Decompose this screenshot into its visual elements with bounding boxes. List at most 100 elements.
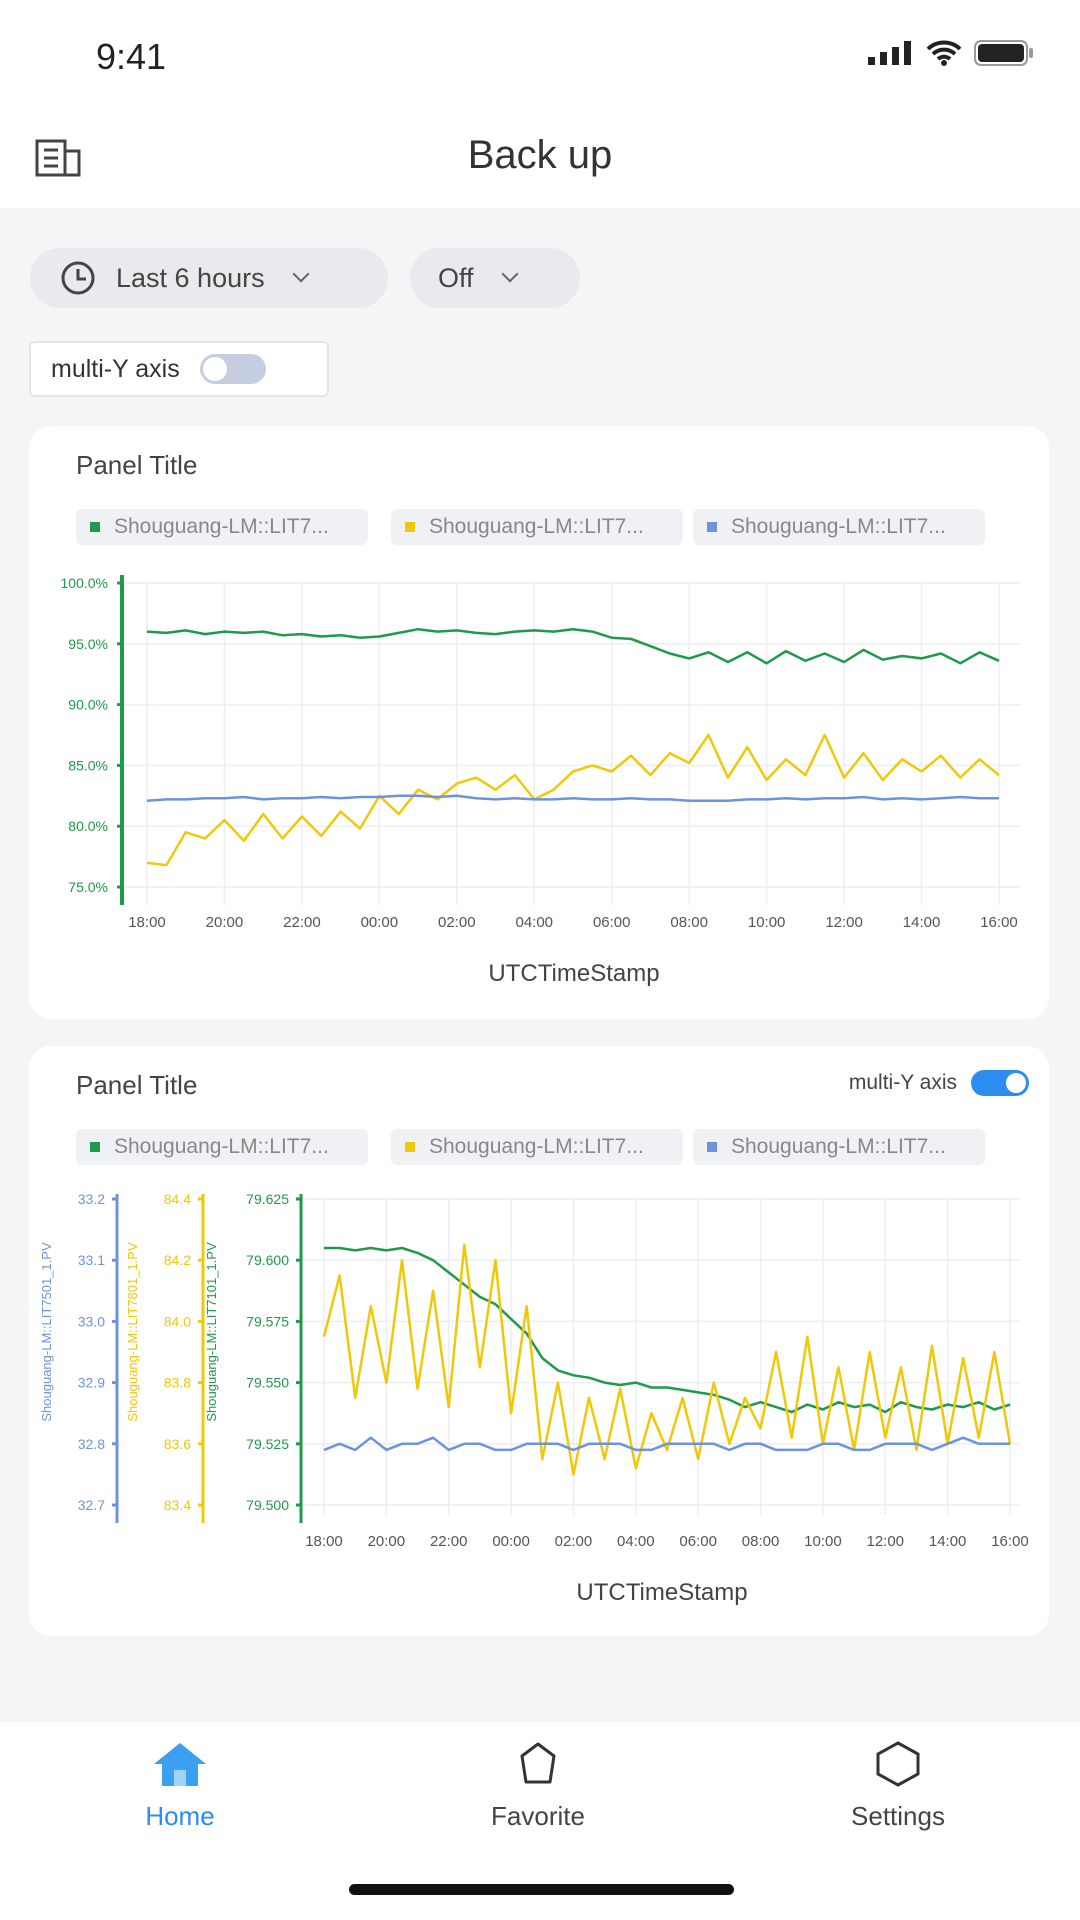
nav-settings[interactable]: Settings bbox=[798, 1740, 998, 1832]
y-tick-label: 33.2 bbox=[78, 1191, 105, 1207]
y-tick-label: 79.550 bbox=[246, 1375, 289, 1391]
x-tick-label: 22:00 bbox=[283, 914, 321, 931]
multi-y-label: multi-Y axis bbox=[51, 354, 180, 383]
y-tick-label: 84.0 bbox=[164, 1313, 191, 1329]
clock-icon bbox=[61, 261, 95, 295]
y-tick-label: 84.2 bbox=[164, 1252, 191, 1268]
legend-item[interactable]: Shouguang-LM::LIT7... bbox=[391, 509, 683, 545]
panel-title: Panel Title bbox=[76, 1070, 198, 1100]
y-tick-label: 32.7 bbox=[78, 1497, 105, 1513]
status-time: 9:41 bbox=[96, 36, 167, 77]
x-tick-label: 08:00 bbox=[742, 1533, 780, 1550]
nav-home[interactable]: Home bbox=[80, 1740, 280, 1832]
x-tick-label: 14:00 bbox=[903, 914, 941, 931]
y-tick-label: 79.600 bbox=[246, 1252, 289, 1268]
x-tick-label: 14:00 bbox=[929, 1533, 967, 1550]
y-tick-label: 85.0% bbox=[68, 757, 108, 773]
legend-label: Shouguang-LM::LIT7... bbox=[429, 1135, 644, 1158]
legend-label: Shouguang-LM::LIT7... bbox=[114, 515, 329, 538]
refresh-value: Off bbox=[438, 262, 474, 293]
y-tick-label: 83.8 bbox=[164, 1375, 191, 1391]
y-tick-label: 80.0% bbox=[68, 818, 108, 834]
x-tick-label: 06:00 bbox=[593, 914, 631, 931]
y-tick-label: 79.500 bbox=[246, 1497, 289, 1513]
legend-label: Shouguang-LM::LIT7... bbox=[429, 515, 644, 538]
legend-label: Shouguang-LM::LIT7... bbox=[731, 1135, 946, 1158]
legend-item[interactable]: Shouguang-LM::LIT7... bbox=[391, 1129, 683, 1165]
signal-icon bbox=[868, 41, 911, 65]
x-tick-label: 16:00 bbox=[980, 914, 1018, 931]
x-axis-title: UTCTimeStamp bbox=[488, 960, 659, 987]
x-tick-label: 18:00 bbox=[305, 1533, 343, 1550]
y-axis-title: Shouguang-LM::LIT7501_1.PV bbox=[39, 1242, 54, 1422]
x-tick-label: 10:00 bbox=[748, 914, 786, 931]
legend-label: Shouguang-LM::LIT7... bbox=[114, 1135, 329, 1158]
x-tick-label: 10:00 bbox=[804, 1533, 842, 1550]
chart-2: 18:00 20:00 22:00 00:00 02:00 04:00 06:00 08:00… bbox=[39, 1191, 1029, 1606]
x-tick-label: 02:00 bbox=[555, 1533, 593, 1550]
x-tick-label: 12:00 bbox=[825, 914, 863, 931]
y-tick-label: 95.0% bbox=[68, 636, 108, 652]
multi-y-toggle[interactable] bbox=[199, 354, 266, 384]
home-icon bbox=[154, 1743, 206, 1786]
x-tick-label: 18:00 bbox=[128, 914, 166, 931]
legend-item[interactable]: Shouguang-LM::LIT7... bbox=[693, 509, 985, 545]
y-tick-label: 90.0% bbox=[68, 697, 108, 713]
refresh-select[interactable]: Off bbox=[410, 248, 580, 308]
x-tick-label: 04:00 bbox=[515, 914, 553, 931]
panel-title: Panel Title bbox=[76, 450, 198, 480]
legend-label: Shouguang-LM::LIT7... bbox=[731, 515, 946, 538]
status-icons bbox=[868, 40, 1034, 66]
x-tick-label: 20:00 bbox=[368, 1533, 406, 1550]
chevron-down-icon bbox=[292, 265, 310, 283]
hexagon-icon bbox=[876, 1741, 920, 1787]
x-axis-title: UTCTimeStamp bbox=[576, 1579, 747, 1606]
x-tick-label: 06:00 bbox=[679, 1533, 717, 1550]
x-tick-label: 12:00 bbox=[866, 1533, 904, 1550]
series-line bbox=[146, 733, 1000, 867]
y-tick-label: 32.8 bbox=[78, 1436, 105, 1452]
y-tick-label: 33.1 bbox=[78, 1252, 105, 1268]
home-indicator bbox=[349, 1884, 734, 1895]
building-list-icon[interactable] bbox=[34, 138, 84, 178]
time-range-select[interactable]: Last 6 hours bbox=[30, 248, 388, 308]
x-tick-label: 00:00 bbox=[361, 914, 399, 931]
multi-y-axis-control: multi-Y axis bbox=[29, 341, 329, 397]
y-tick-label: 84.4 bbox=[164, 1191, 191, 1207]
nav-label: Home bbox=[145, 1801, 215, 1831]
wifi-icon bbox=[926, 40, 962, 66]
page-title: Back up bbox=[467, 133, 613, 177]
series-line bbox=[146, 794, 999, 802]
legend-item[interactable]: Shouguang-LM::LIT7... bbox=[76, 1129, 368, 1165]
y-tick-label: 83.4 bbox=[164, 1497, 191, 1513]
x-tick-label: 22:00 bbox=[430, 1533, 468, 1550]
legend-item[interactable]: Shouguang-LM::LIT7... bbox=[76, 509, 368, 545]
y-tick-label: 79.625 bbox=[246, 1191, 289, 1207]
series-line bbox=[323, 1436, 1010, 1452]
x-tick-label: 02:00 bbox=[438, 914, 476, 931]
y-axis-title: Shouguang-LM::LIT7101_1.PV bbox=[204, 1242, 219, 1422]
y-tick-label: 79.525 bbox=[246, 1436, 289, 1452]
x-tick-label: 04:00 bbox=[617, 1533, 655, 1550]
chevron-down-icon bbox=[501, 265, 519, 283]
time-range-value: Last 6 hours bbox=[116, 262, 265, 293]
panel-1: Panel Title Shouguang-LM::LIT7... Shougu… bbox=[29, 426, 1049, 1019]
nav-favorite[interactable]: Favorite bbox=[438, 1740, 638, 1832]
multi-y-toggle[interactable] bbox=[971, 1070, 1029, 1096]
y-tick-label: 83.6 bbox=[164, 1436, 191, 1452]
y-tick-label: 79.575 bbox=[246, 1313, 289, 1329]
series-line bbox=[324, 1246, 1011, 1414]
series-line bbox=[146, 627, 1000, 665]
legend-item[interactable]: Shouguang-LM::LIT7... bbox=[693, 1129, 985, 1165]
nav-label: Settings bbox=[851, 1801, 945, 1831]
panel-2: Panel Title multi-Y axis Shouguang-LM::L… bbox=[29, 1046, 1049, 1636]
star-icon bbox=[520, 1742, 556, 1784]
nav-label: Favorite bbox=[491, 1801, 585, 1831]
y-tick-label: 33.0 bbox=[78, 1313, 105, 1329]
battery-icon bbox=[974, 40, 1033, 66]
y-tick-label: 32.9 bbox=[78, 1375, 105, 1391]
panel-multi-y: multi-Y axis bbox=[849, 1070, 1029, 1096]
x-tick-label: 08:00 bbox=[670, 914, 708, 931]
x-tick-label: 00:00 bbox=[492, 1533, 530, 1550]
chart-1: 100.0% 95.0% 90.0% 85.0% 80.0% 75.0% 18:00 20:0… bbox=[61, 575, 1021, 987]
